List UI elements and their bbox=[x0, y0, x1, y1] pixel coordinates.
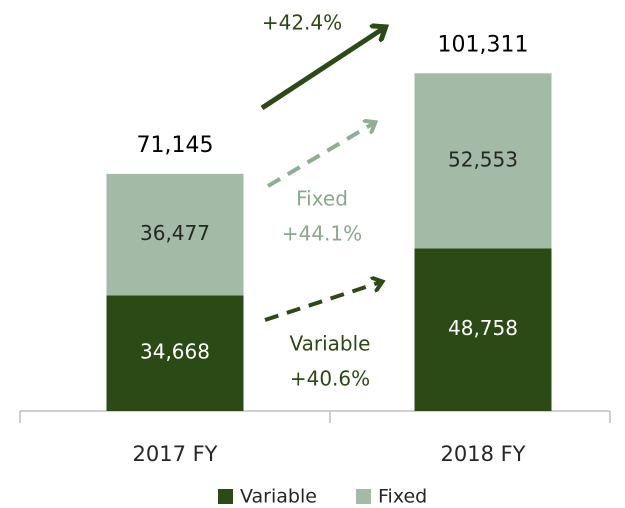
bar-segment bbox=[414, 73, 552, 249]
value-label: 48,758 bbox=[448, 316, 518, 340]
annotation: +40.6% bbox=[290, 367, 370, 391]
annotation: +42.4% bbox=[262, 11, 342, 35]
fixed-arrow bbox=[266, 123, 374, 188]
total-label: 101,311 bbox=[438, 32, 529, 57]
legend-swatch bbox=[356, 489, 371, 504]
annotation: +44.1% bbox=[282, 222, 362, 246]
bar-segment bbox=[106, 295, 244, 411]
annotation: Variable bbox=[290, 332, 371, 356]
variable-arrow bbox=[264, 282, 381, 322]
total-label: 71,145 bbox=[137, 133, 214, 158]
legend-label: Fixed bbox=[378, 486, 427, 508]
x-tick-label: 2017 FY bbox=[132, 442, 217, 466]
total-arrow bbox=[260, 28, 384, 111]
legend-swatch bbox=[218, 489, 233, 504]
value-label: 36,477 bbox=[140, 221, 210, 245]
arrows bbox=[260, 28, 384, 322]
annotation: Fixed bbox=[296, 187, 348, 211]
value-label: 52,553 bbox=[448, 147, 518, 171]
bar-segment bbox=[106, 173, 244, 296]
bar-segment bbox=[414, 248, 552, 411]
value-label: 34,668 bbox=[140, 340, 210, 364]
legend-label: Variable bbox=[240, 486, 317, 508]
x-tick-label: 2018 FY bbox=[440, 442, 525, 466]
